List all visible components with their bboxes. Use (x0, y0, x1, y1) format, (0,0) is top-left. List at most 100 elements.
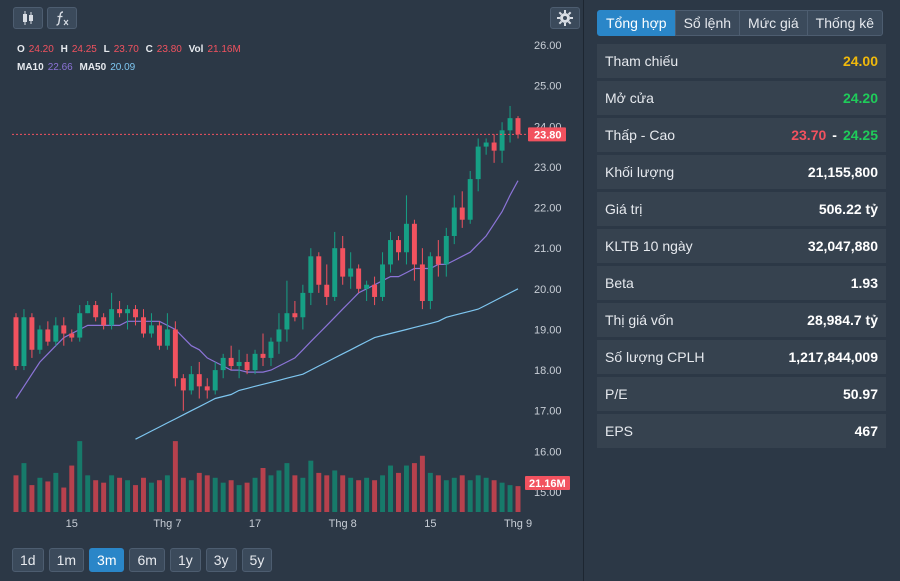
tab-1[interactable]: Sổ lệnh (674, 10, 741, 36)
x-tick-label: Thg 8 (329, 518, 357, 530)
tab-3[interactable]: Thống kê (806, 10, 884, 36)
volume-bar (396, 472, 401, 512)
candle-body (292, 313, 298, 318)
candle-body (364, 284, 370, 289)
ma50-line (135, 288, 519, 440)
volume-bar (125, 480, 131, 512)
ma-legend: MA10 22.66 MA50 20.09 (17, 62, 139, 73)
range-button-5y[interactable]: 5y (241, 548, 273, 572)
candle-body (459, 207, 465, 220)
candle-body (188, 374, 194, 391)
low-value: 23.70 (113, 44, 139, 55)
thap-cao-label: Thấp - Cao (605, 127, 676, 143)
volume-bar (29, 485, 35, 512)
kltb-value: 32,047,880 (807, 238, 878, 254)
candle-body (172, 329, 178, 379)
khoi-luong-value: 21,155,800 (807, 164, 878, 180)
ma10-label: MA10 (17, 62, 44, 73)
thap-cao-value: 23.70-24.25 (791, 127, 878, 143)
volume-bar (212, 477, 218, 512)
so-luong-cplh-value: 1,217,844,009 (788, 349, 878, 365)
range-button-6m[interactable]: 6m (129, 548, 165, 572)
volume-bar (300, 477, 306, 512)
candle-body (268, 341, 274, 358)
candle-body (419, 264, 425, 302)
volume-bar (419, 455, 425, 512)
candle-body (475, 146, 481, 180)
candle-body (236, 361, 242, 367)
candle-body (21, 317, 27, 367)
candle-body (156, 325, 162, 346)
y-tick-label: 18.00 (534, 365, 562, 377)
candle-body (483, 142, 489, 147)
range-button-1d[interactable]: 1d (12, 548, 44, 572)
ma10-line (15, 180, 519, 399)
volume-bar (451, 477, 457, 512)
candle-body (300, 292, 306, 318)
candle-body (276, 329, 282, 342)
candle-body (37, 329, 43, 350)
info-tabs: Tổng hợp Sổ lệnh Mức giá Thống kê (597, 10, 884, 36)
candle-body (164, 329, 170, 346)
volume-bar (141, 477, 146, 512)
volume-bar (45, 481, 51, 512)
volume-bar (117, 477, 123, 512)
volume-bar (443, 480, 449, 512)
volume-bar (236, 485, 242, 512)
candle-body (13, 317, 19, 367)
candlestick-button[interactable] (13, 7, 43, 29)
candle-body (204, 386, 210, 391)
range-button-3y[interactable]: 3y (205, 548, 237, 572)
beta-label: Beta (605, 275, 634, 291)
candle-body (507, 118, 513, 131)
candle-body (148, 325, 154, 334)
volume-bar (348, 477, 354, 512)
volume-bar (475, 475, 481, 512)
y-tick-label: 22.00 (534, 203, 562, 215)
y-tick-label: 23.00 (534, 162, 562, 174)
candle-body (396, 240, 401, 253)
range-button-3m[interactable]: 3m (89, 548, 125, 572)
candle-body (332, 248, 338, 297)
volume-bar (372, 480, 378, 512)
eps-value: 467 (854, 423, 878, 439)
volume-bar (37, 477, 43, 512)
thi-gia-von-label: Thị giá vốn (605, 312, 674, 328)
tham-chieu-value: 24.00 (842, 53, 878, 69)
candle-body (109, 309, 115, 326)
candle-body (356, 268, 362, 289)
volume-bar (109, 475, 115, 512)
row-mo-cua: Mở cửa 24.20 (597, 81, 886, 115)
volume-bar (467, 480, 473, 512)
candle-body (388, 240, 393, 265)
y-tick-label: 20.00 (534, 284, 562, 296)
range-button-1m[interactable]: 1m (48, 548, 85, 572)
volume-bar (340, 475, 346, 512)
khoi-luong-label: Khối lượng (605, 164, 675, 180)
volume-bar (220, 482, 226, 512)
volume-bar (403, 465, 409, 512)
range-button-1y[interactable]: 1y (169, 548, 201, 572)
candle-body (411, 223, 417, 265)
candle-body (515, 118, 521, 135)
eps-label: EPS (605, 423, 634, 439)
last-price-label: 23.80 (534, 129, 562, 141)
indicator-button[interactable] (47, 7, 77, 29)
volume-bar (435, 475, 441, 512)
volume-bar (188, 480, 194, 512)
candle-body (196, 374, 202, 387)
candle-body (220, 357, 226, 371)
tab-2[interactable]: Mức giá (739, 10, 808, 36)
settings-button[interactable] (550, 7, 580, 29)
price-chart[interactable]: 26.0025.0024.0023.0022.0021.0020.0019.00… (0, 0, 584, 540)
volume-bar (85, 475, 91, 512)
last-volume-label: 21.16M (529, 478, 566, 490)
tab-0[interactable]: Tổng hợp (597, 10, 676, 36)
candle-body (117, 309, 123, 314)
row-thi-gia-von: Thị giá vốn 28,984.7 tỷ (597, 303, 886, 337)
volume-bar (284, 463, 290, 512)
candle-body (252, 353, 258, 371)
candle-body (316, 256, 322, 285)
volume-bar (308, 460, 314, 512)
volume-bar (260, 468, 266, 512)
